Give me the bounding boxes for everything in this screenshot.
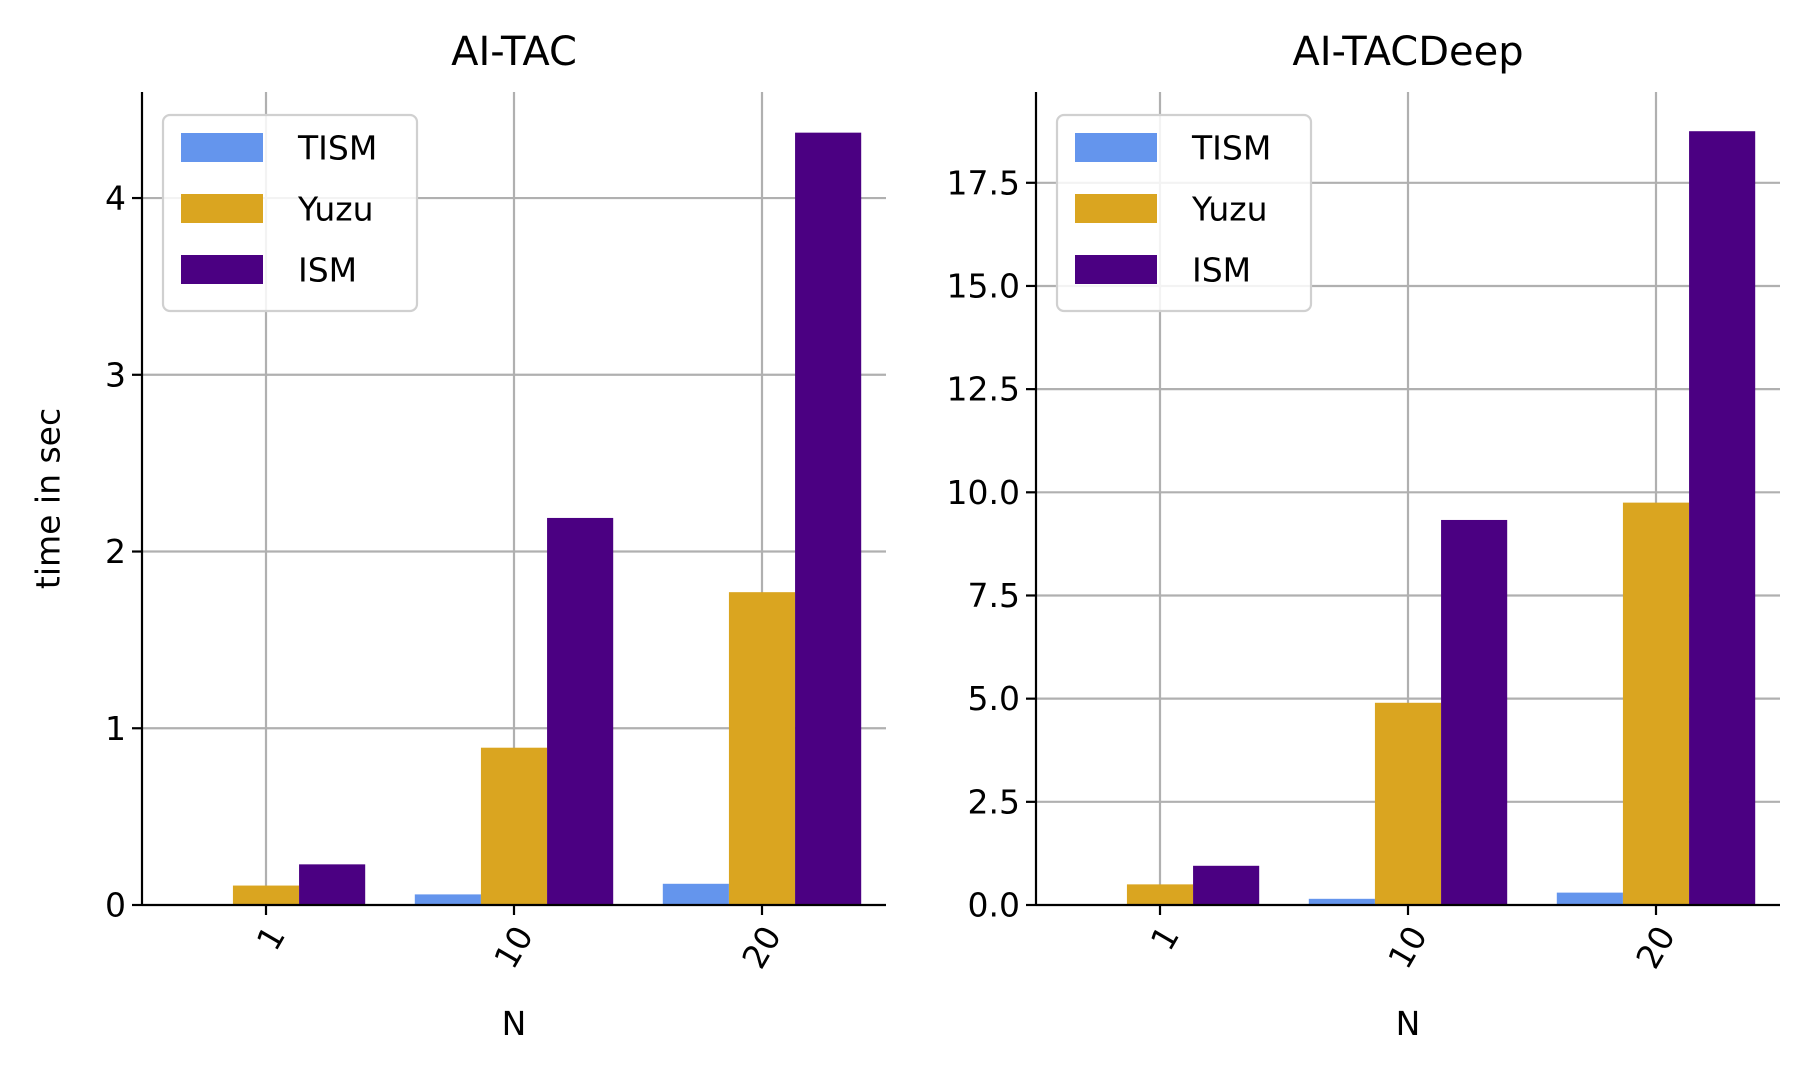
x-tick-label: 20 [734,919,789,975]
bar-ism-1 [1193,865,1260,905]
y-tick-label: 10.0 [947,473,1020,512]
chart-2: 0.0 2.5 5.0 7.5 10.0 12.5 15.0 17.5 1 10 20 N AI-TAC… [947,29,1780,1043]
bar-tism-20 [1556,892,1623,905]
x-tick-label: 10 [1380,919,1435,975]
bar-ism-10 [1441,519,1508,905]
x-tick-label: 10 [486,919,541,975]
x-axis-title: N [502,1004,527,1043]
y-tick-label: 7.5 [968,576,1020,615]
bar-tism-10 [414,894,481,905]
y-tick-label: 2.5 [968,782,1020,821]
legend-swatch-ism [181,255,263,284]
legend-label-ism: ISM [298,251,357,290]
legend-swatch-yuzu [1075,194,1157,223]
bar-tism-10 [1308,898,1375,905]
y-tick-label: 2 [105,532,126,571]
y-tick-label: 3 [105,355,126,394]
bar-yuzu-10 [1374,702,1442,905]
bar-yuzu-1 [1126,884,1194,905]
bar-ism-20 [1689,131,1756,906]
bar-ism-10 [547,517,614,905]
y-tick-label: 0.0 [968,886,1020,925]
legend-swatch-ism [1075,255,1157,284]
x-tick-label: 20 [1628,919,1683,975]
bar-yuzu-1 [232,885,300,905]
bar-ism-1 [299,864,366,905]
legend-swatch-yuzu [181,194,263,223]
legend-swatch-tism [1075,133,1157,162]
x-tick-label: 1 [1143,919,1187,957]
legend-swatch-tism [181,133,263,162]
bar-tism-20 [662,883,729,905]
y-axis-title: time in sec [29,408,68,589]
y-tick-label: 12.5 [947,370,1020,409]
legend-label-ism: ISM [1192,251,1251,290]
legend-label-yuzu: Yuzu [1191,190,1268,229]
bar-ism-20 [795,132,862,905]
chart-title: AI-TACDeep [1292,29,1523,75]
y-tick-label: 5.0 [968,679,1020,718]
x-tick-label: 1 [249,919,293,957]
legend: TISM Yuzu ISM [1055,113,1313,313]
chart-title: AI-TAC [451,29,577,75]
y-tick-label: 0 [105,886,126,925]
bar-yuzu-20 [728,592,796,905]
legend-label-tism: TISM [297,129,377,168]
legend-label-tism: TISM [1191,129,1271,168]
y-tick-label: 4 [105,179,126,218]
y-tick-label: 15.0 [947,266,1020,305]
bar-yuzu-20 [1622,502,1690,905]
legend: TISM Yuzu ISM [161,113,419,313]
x-axis-title: N [1396,1004,1421,1043]
legend-label-yuzu: Yuzu [297,190,374,229]
y-tick-label: 17.5 [947,163,1020,202]
y-tick-label: 1 [105,709,126,748]
bar-yuzu-10 [480,747,548,905]
